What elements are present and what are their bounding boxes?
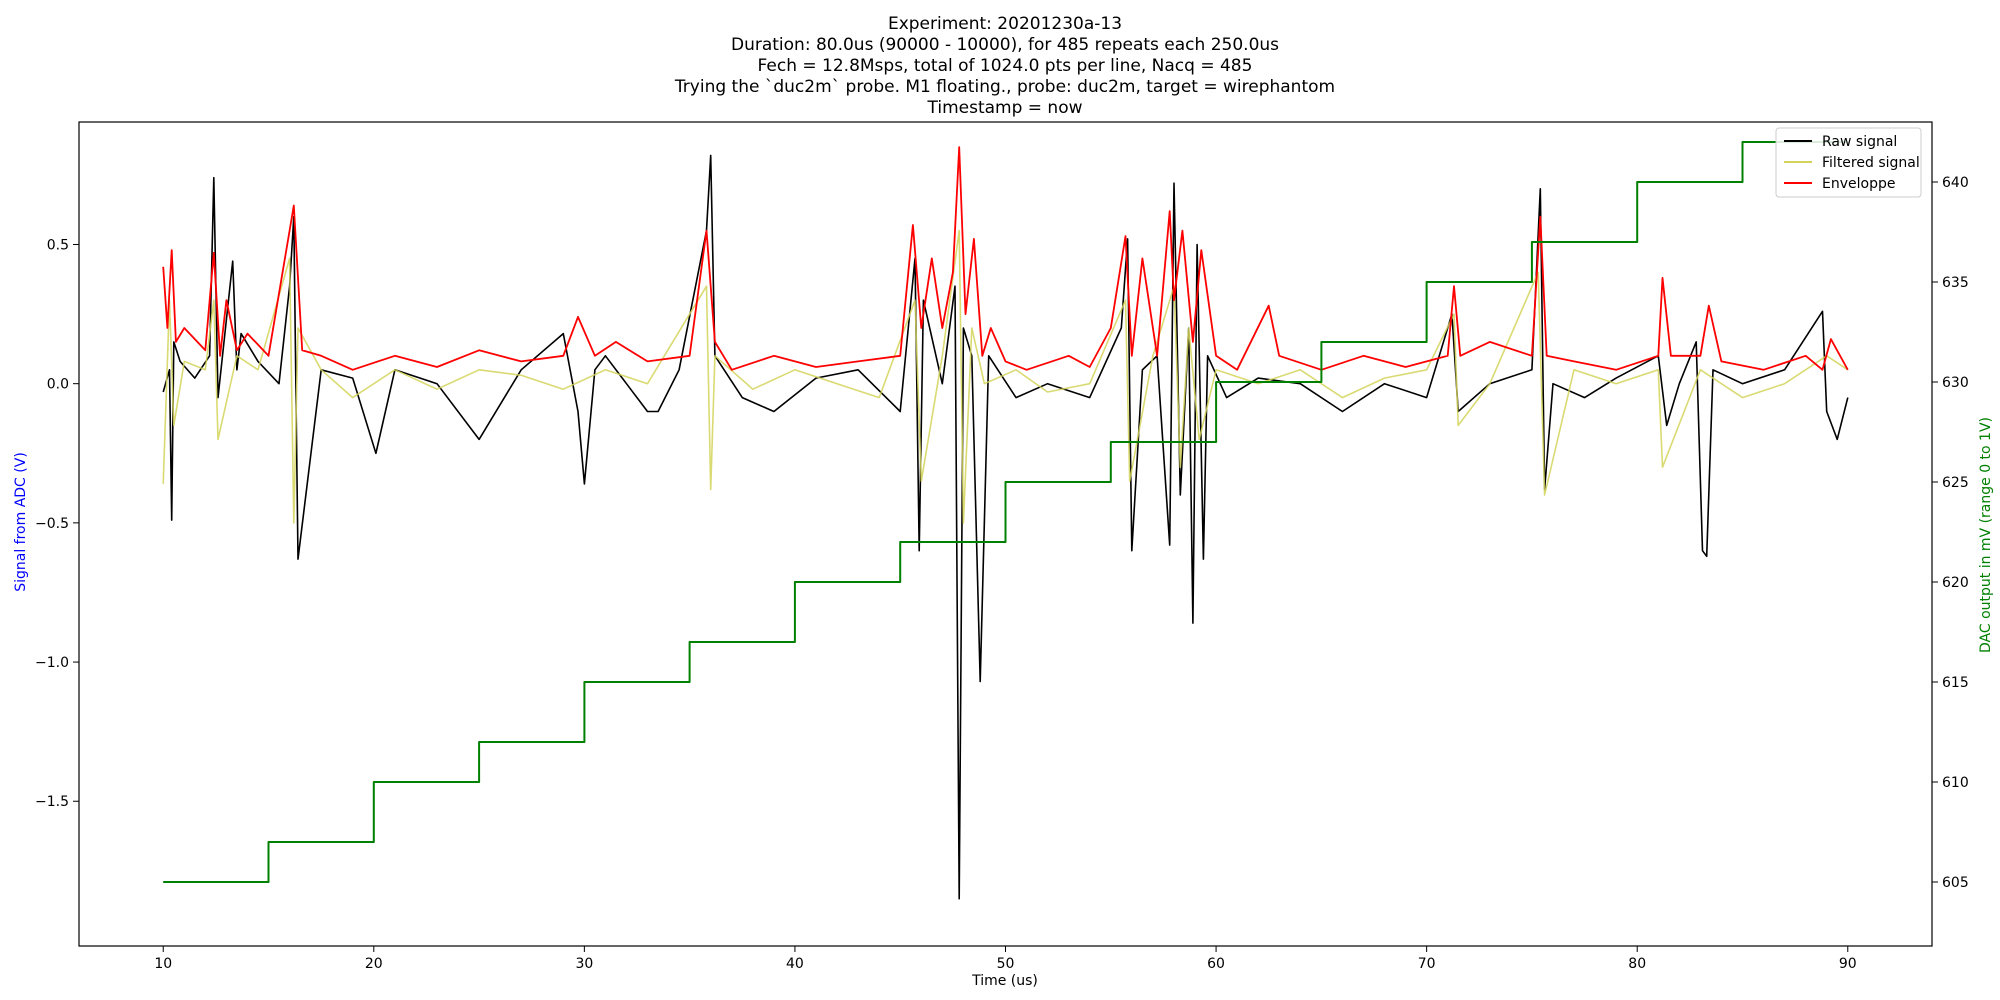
x-tick-label: 70 [1418,956,1436,972]
chart-title: Experiment: 20201230a-13 Duration: 80.0u… [674,14,1335,118]
x-tick-label: 30 [575,956,593,972]
x-axis: 10 20 30 40 50 60 70 80 90 [154,946,1857,972]
y-axis-right: 605 610 615 620 625 630 635 640 [1932,175,1969,891]
title-line-1: Experiment: 20201230a-13 [888,14,1122,34]
y-tick-label: −1.0 [35,655,69,671]
x-tick-label: 60 [1207,956,1225,972]
x-tick-label: 20 [365,956,383,972]
y-right-tick-label: 630 [1942,375,1969,391]
legend-box [1775,127,1922,198]
x-tick-label: 40 [786,956,804,972]
plot-series [162,141,1849,900]
title-line-3: Fech = 12.8Msps, total of 1024.0 pts per… [758,56,1253,76]
y-right-tick-label: 635 [1942,275,1969,291]
x-tick-label: 80 [1628,956,1646,972]
x-tick-label: 90 [1839,956,1857,972]
y-axis-left: −1.5 −1.0 −0.5 0.0 0.5 [35,237,79,810]
dac-output-line [163,141,1848,883]
y-right-tick-label: 625 [1942,475,1969,491]
envelope-line [162,146,1849,371]
y-tick-label: −0.5 [35,516,69,532]
y-tick-label: 0.0 [47,377,69,393]
y-right-tick-label: 615 [1942,675,1969,691]
y-axis-right-label: DAC output in mV (range 0 to 1V) [1978,417,1994,653]
y-right-tick-label: 640 [1942,175,1969,191]
title-line-4: Trying the `duc2m` probe. M1 floating., … [674,77,1335,97]
title-line-2: Duration: 80.0us (90000 - 10000), for 48… [731,35,1279,55]
x-tick-label: 10 [154,956,172,972]
legend-label-raw: Raw signal [1822,134,1897,150]
legend: Raw signal Filtered signal Enveloppe [1775,127,1922,198]
raw-signal-line [162,154,1849,900]
x-axis-label: Time (us) [971,973,1038,989]
y-tick-label: −1.5 [35,794,69,810]
y-axis-left-label: Signal from ADC (V) [13,452,29,592]
y-right-tick-label: 620 [1942,575,1969,591]
x-tick-label: 50 [997,956,1015,972]
legend-label-filtered: Filtered signal [1822,155,1920,171]
y-tick-label: 0.5 [47,237,69,253]
legend-label-envelope: Enveloppe [1822,176,1895,192]
title-line-5: Timestamp = now [926,98,1082,118]
y-right-tick-label: 605 [1942,875,1969,891]
y-right-tick-label: 610 [1942,775,1969,791]
